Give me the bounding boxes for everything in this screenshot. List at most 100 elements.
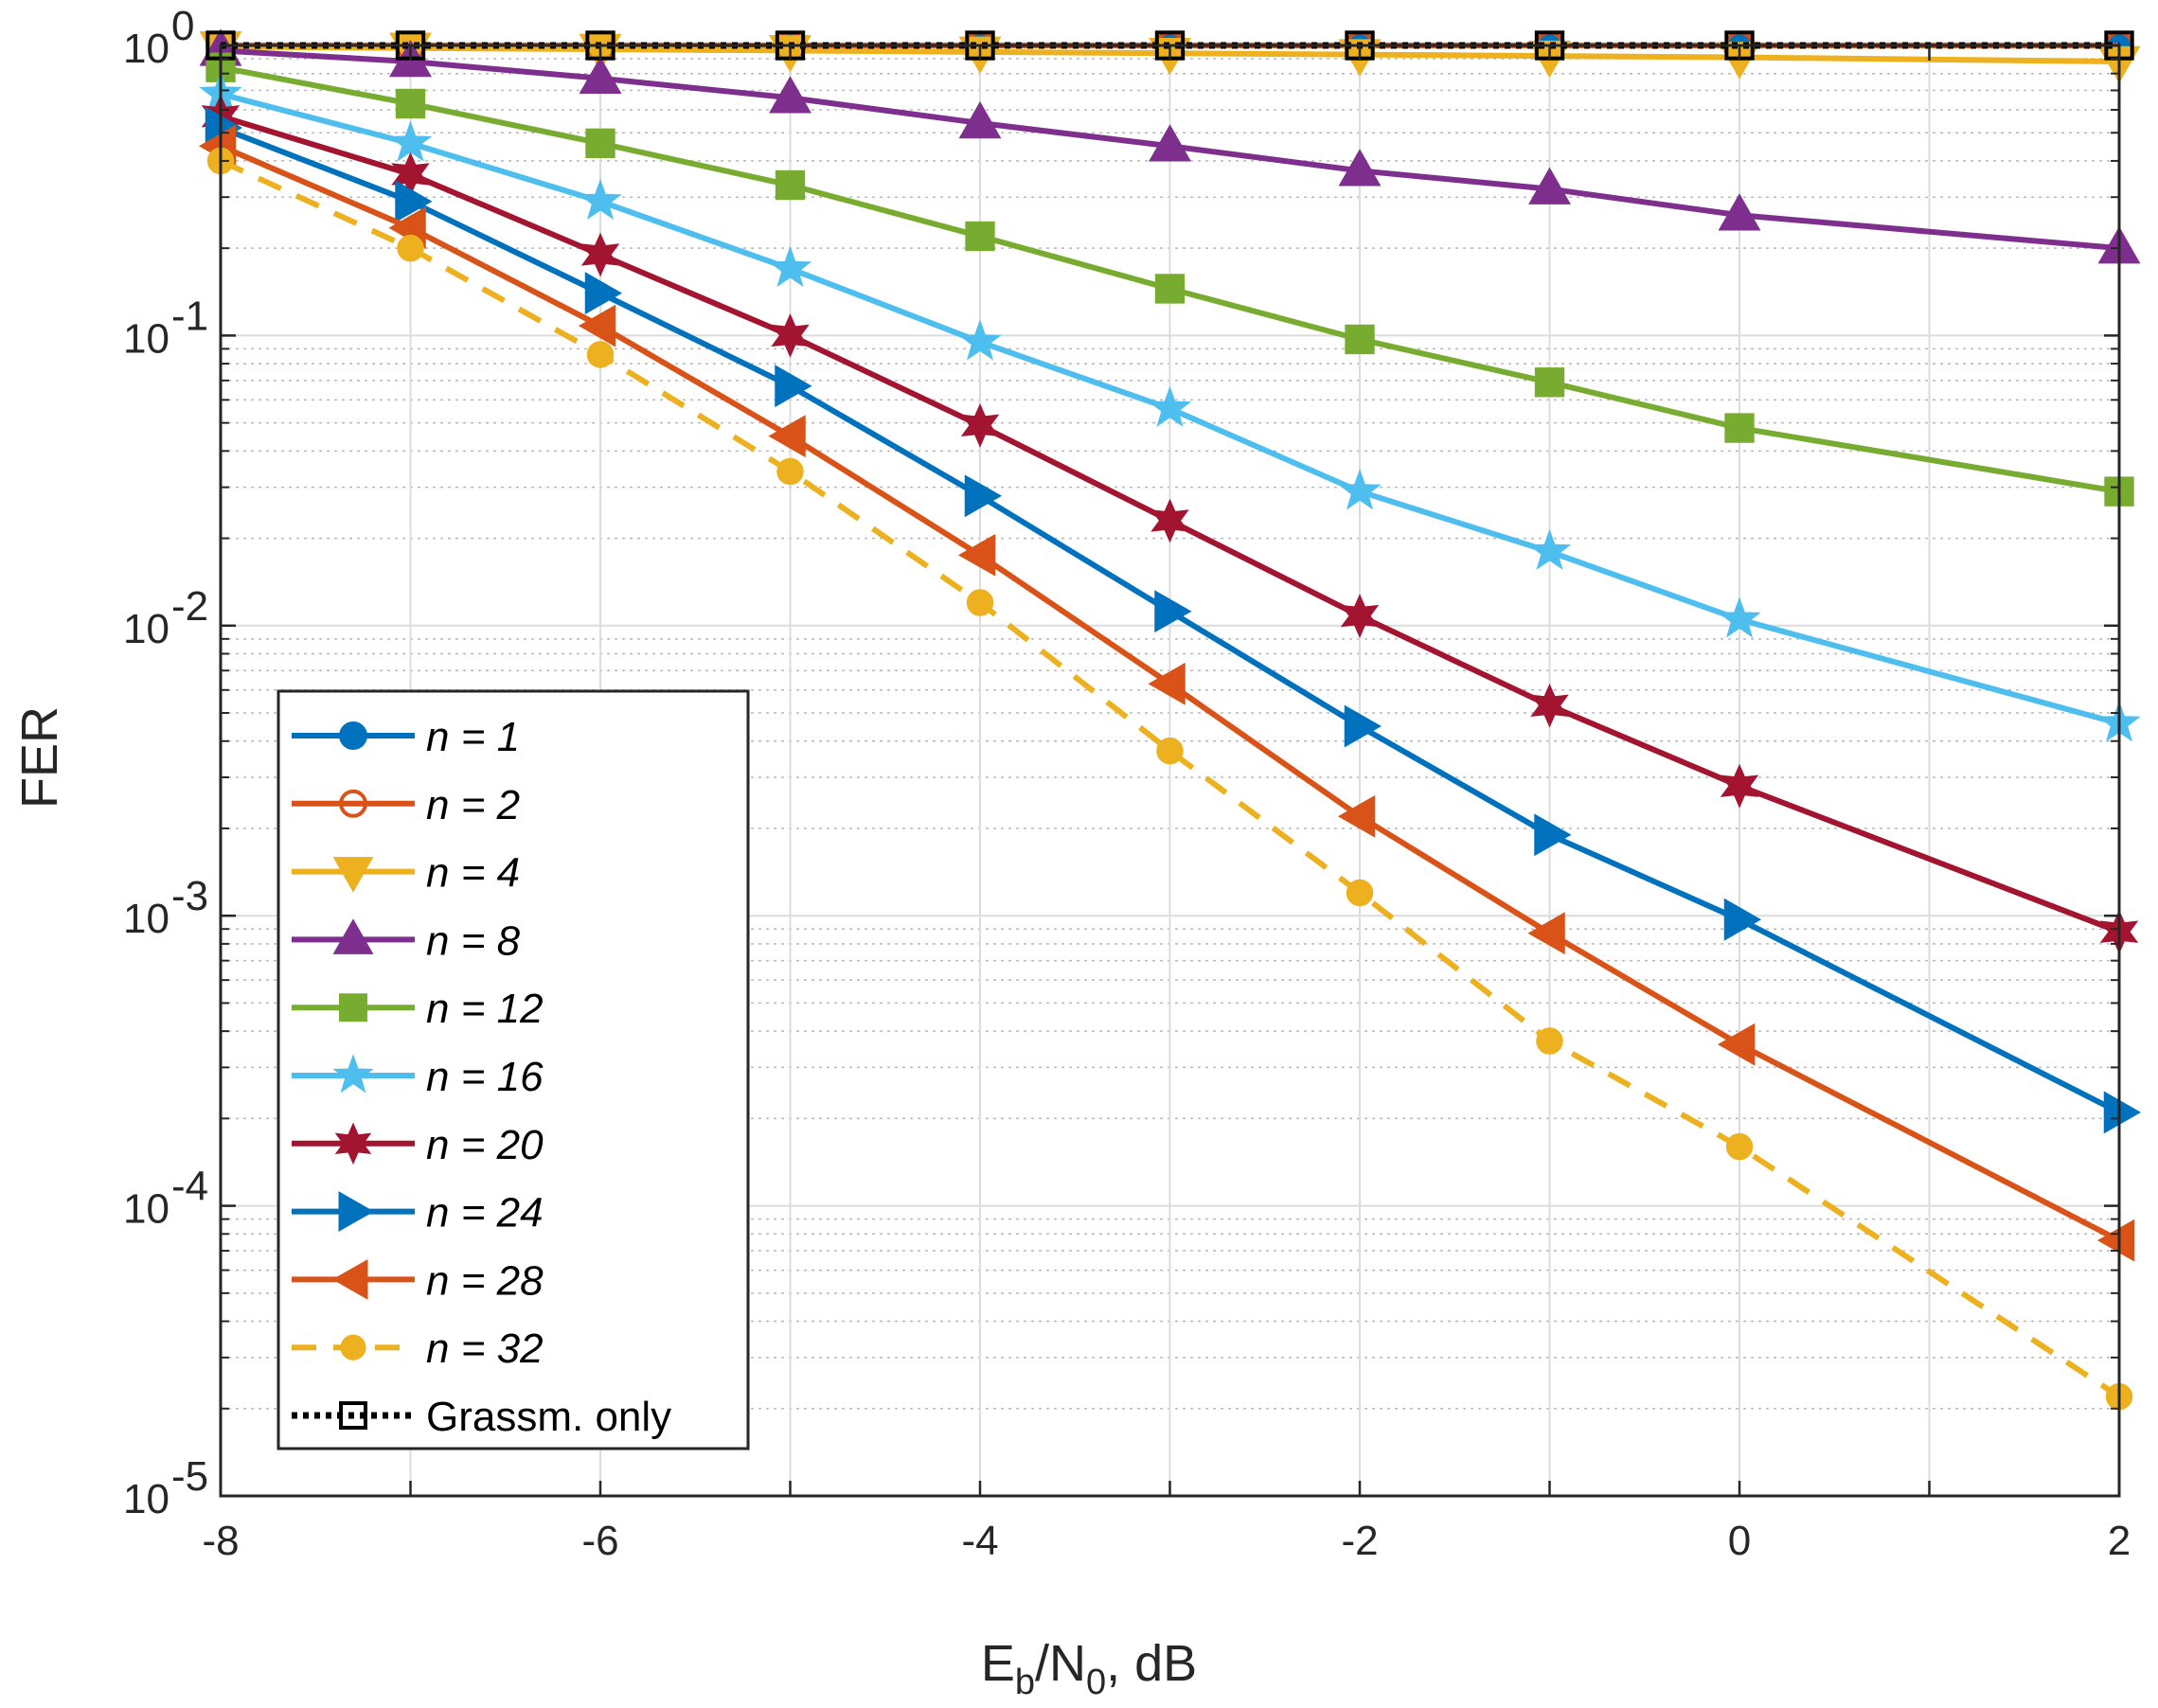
data-point [395, 180, 433, 223]
y-tick-exponent: 0 [171, 3, 194, 49]
data-point [958, 100, 1002, 139]
data-point [1717, 1023, 1756, 1066]
data-point [1149, 124, 1191, 162]
series-line [219, 143, 2121, 1243]
data-point [1528, 167, 1571, 205]
data-point [964, 474, 1003, 518]
x-tick-labels: -8 -6 -4 -2 0 2 [202, 1518, 2131, 1564]
data-point [958, 319, 1002, 361]
legend-marker [332, 918, 374, 954]
data-point [1530, 683, 1569, 728]
x-tick-label: -4 [961, 1518, 998, 1564]
data-point [578, 304, 616, 347]
legend-marker [331, 1258, 368, 1300]
data-point [1150, 498, 1189, 543]
data-point [579, 56, 622, 95]
series-n-32 [206, 147, 2133, 1411]
data-point [1154, 274, 1186, 304]
series-line [220, 47, 2120, 252]
legend-item: n = 12 [292, 986, 544, 1032]
data-point [960, 402, 1000, 448]
legend-label: n = 1 [426, 714, 520, 760]
data-point [1723, 898, 1762, 941]
y-tick-exponent: -5 [171, 1453, 208, 1500]
data-point [1344, 704, 1382, 748]
legend-marker [339, 721, 367, 750]
data-point [1148, 385, 1192, 427]
data-point [957, 533, 996, 577]
data-point [1148, 662, 1186, 705]
legend-item: n = 1 [292, 714, 520, 760]
y-tick-exponent: -3 [171, 873, 208, 919]
data-point [580, 232, 620, 277]
x-label-sub-0: 0 [1086, 1663, 1106, 1702]
y-tick-label: 10 [123, 315, 169, 362]
data-point [771, 313, 810, 358]
legend-label: n = 28 [426, 1257, 544, 1304]
y-axis-label: FER [11, 706, 68, 809]
data-point [1725, 1132, 1754, 1161]
x-label-sub-b: b [1015, 1663, 1035, 1702]
legend-label: n = 24 [426, 1190, 544, 1237]
data-point [1156, 737, 1184, 765]
legend-item: n = 28 [292, 1257, 544, 1304]
legend-item: n = 2 [292, 782, 520, 828]
data-point [1720, 763, 1759, 809]
legend-label: n = 4 [426, 850, 520, 897]
series-n-24 [205, 106, 2142, 1134]
legend-item: n = 24 [292, 1190, 544, 1237]
y-tick-exponent: -2 [171, 583, 208, 630]
data-point [1340, 594, 1380, 638]
y-tick-label: 10 [123, 1476, 169, 1522]
data-point [769, 76, 811, 114]
data-point [388, 120, 433, 162]
legend-marker [338, 1191, 375, 1233]
y-tick-label: 10 [123, 896, 169, 942]
x-label-e: E [981, 1635, 1015, 1692]
y-tick-exponent: -4 [171, 1164, 208, 1210]
data-point [2103, 1091, 2142, 1134]
legend-marker [332, 857, 374, 893]
data-point [775, 169, 806, 201]
legend-label: n = 16 [426, 1054, 544, 1100]
legend-marker [339, 993, 367, 1023]
legend-item: Grassm. only [292, 1394, 671, 1440]
y-tick-label: 10 [123, 606, 169, 652]
data-point [776, 457, 804, 486]
data-point [775, 365, 812, 408]
legend-marker [339, 1401, 367, 1430]
legend-label: n = 2 [426, 782, 520, 828]
data-point [586, 341, 615, 368]
legend-marker [334, 1122, 372, 1165]
series-line [220, 113, 2121, 935]
series-n-12 [205, 52, 2134, 507]
data-point [1718, 596, 1761, 638]
data-point [585, 128, 615, 159]
data-point [1527, 912, 1565, 955]
x-tick-label: 0 [1728, 1518, 1751, 1564]
data-point [2096, 1219, 2135, 1262]
data-point [1338, 149, 1382, 187]
data-point [965, 221, 995, 252]
x-tick-label: -6 [581, 1518, 618, 1564]
legend-marker [339, 789, 367, 818]
data-point [768, 245, 812, 288]
legend-item: n = 16 [292, 1054, 544, 1100]
data-point [1534, 367, 1565, 398]
data-point [1337, 794, 1376, 838]
data-point [397, 234, 424, 262]
data-point [1527, 528, 1572, 570]
legend-item: n = 20 [292, 1122, 544, 1168]
series-line [219, 158, 2121, 1399]
legend-label: n = 32 [426, 1325, 544, 1372]
legend-item: n = 32 [292, 1325, 544, 1372]
data-point [584, 272, 623, 315]
legend-marker [340, 1334, 366, 1361]
data-point [395, 88, 426, 119]
y-tick-label: 10 [123, 1186, 169, 1233]
x-tick-label: -2 [1341, 1518, 1378, 1564]
data-point [1346, 879, 1374, 907]
data-point [1338, 469, 1382, 510]
